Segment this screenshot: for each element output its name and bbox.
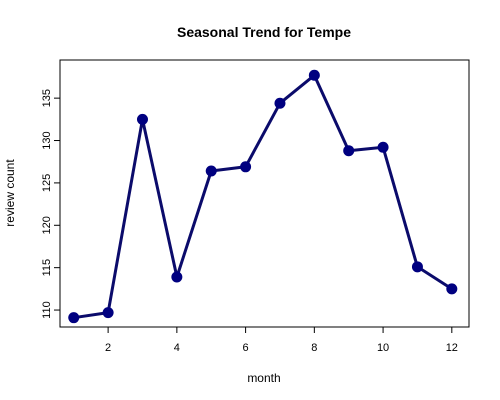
data-point <box>102 307 114 319</box>
y-tick-label: 115 <box>41 259 53 277</box>
x-tick-label: 2 <box>105 342 111 354</box>
y-tick-label: 130 <box>41 131 53 149</box>
data-point <box>377 141 389 153</box>
x-tick-label: 12 <box>446 342 458 354</box>
x-axis: 2 4 6 8 10 12 <box>105 327 458 354</box>
data-point <box>205 165 217 177</box>
chart-title: Seasonal Trend for Tempe <box>177 24 351 40</box>
data-point <box>411 261 423 273</box>
y-tick-label: 125 <box>41 174 53 192</box>
x-tick-label: 4 <box>174 342 180 354</box>
data-point <box>343 145 355 157</box>
x-tick-label: 6 <box>243 342 249 354</box>
data-point <box>68 312 80 324</box>
y-axis: 110 115 120 125 130 135 <box>41 89 60 319</box>
y-tick-label: 110 <box>41 301 53 319</box>
series-line <box>73 73 453 320</box>
data-point <box>136 113 148 125</box>
series-group <box>68 69 458 324</box>
x-tick-label: 8 <box>311 342 317 354</box>
y-tick-label: 120 <box>41 216 53 234</box>
data-point <box>171 271 183 283</box>
plot-frame <box>59 59 470 328</box>
data-point <box>240 161 252 173</box>
x-axis-label: month <box>247 371 280 385</box>
y-tick-label: 135 <box>41 89 53 107</box>
x-tick-label: 10 <box>377 342 389 354</box>
data-point <box>308 69 320 81</box>
y-axis-label: review count <box>3 159 17 227</box>
data-point <box>446 283 458 295</box>
data-point <box>274 97 286 109</box>
